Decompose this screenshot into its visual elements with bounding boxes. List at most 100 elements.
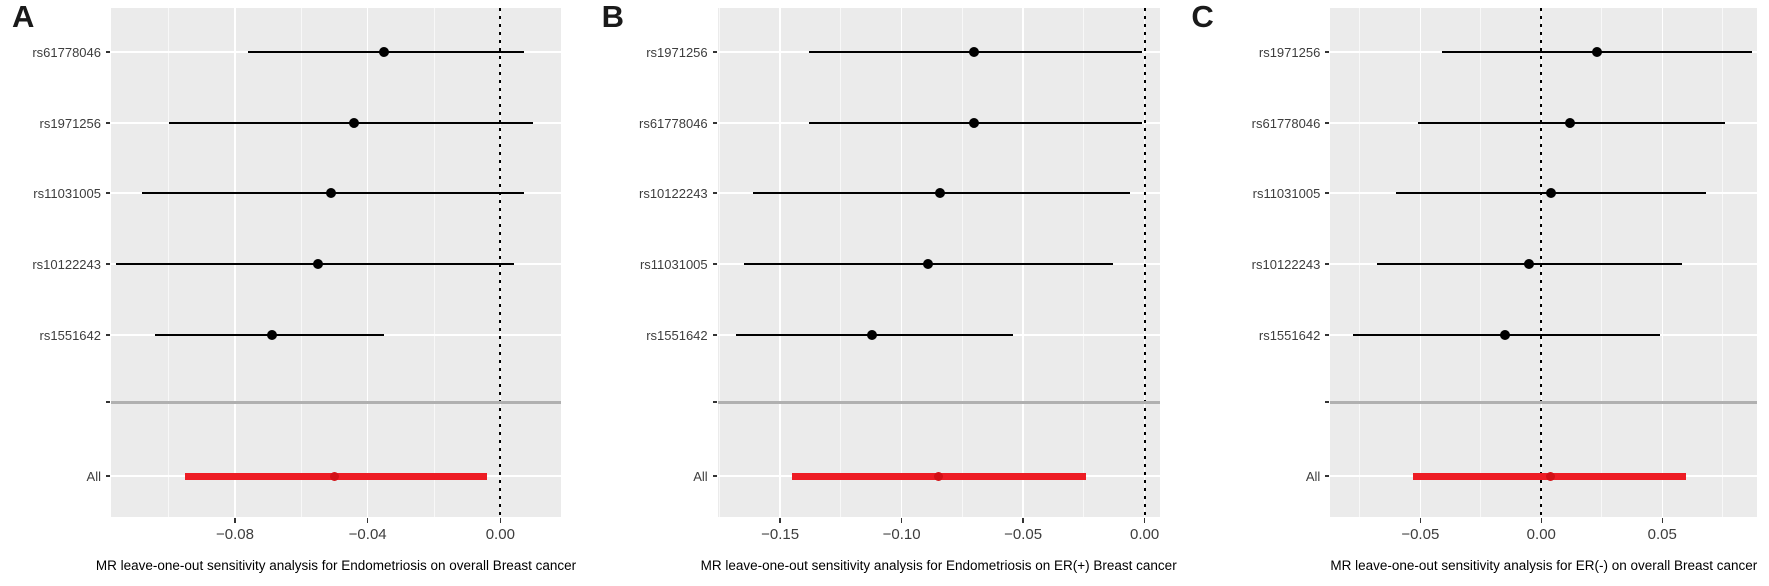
y-axis-tick [1325, 122, 1330, 124]
x-axis-tick [1022, 518, 1024, 523]
y-axis-tick [1325, 334, 1330, 336]
y-axis-tick [106, 122, 110, 124]
y-axis-tick [712, 51, 717, 53]
estimate-point [1591, 47, 1602, 57]
x-axis-tick-label: −0.05 [1004, 526, 1043, 543]
y-axis-label: rs10122243 [638, 185, 708, 201]
x-axis-tick-label: 0.00 [1129, 526, 1160, 543]
panel-letter: B [601, 0, 625, 34]
gridline-vertical-major [1661, 8, 1663, 517]
estimate-point [349, 118, 360, 128]
gridline-vertical-minor [1359, 8, 1361, 517]
x-axis-tick [1143, 518, 1146, 523]
y-axis-tick [712, 122, 717, 124]
y-axis-label: rs61778046 [1251, 115, 1321, 131]
y-axis-label: All [1305, 468, 1321, 484]
x-axis-tick [1540, 518, 1543, 523]
gridline-vertical-major [234, 8, 236, 517]
estimate-point [867, 330, 878, 340]
gridline-vertical-minor [168, 8, 170, 517]
x-axis-tick-label: −0.15 [761, 526, 800, 543]
y-axis-tick [106, 401, 110, 403]
y-axis-label: rs61778046 [638, 115, 708, 131]
y-axis-tick [712, 401, 717, 403]
y-axis-tick [712, 334, 717, 336]
gridline-vertical-minor [1083, 8, 1085, 517]
gridline-vertical-major [779, 8, 781, 517]
y-axis-tick [1325, 192, 1330, 194]
separator-line [111, 400, 561, 404]
x-axis-tick [900, 518, 903, 523]
x-axis-tick-label: −0.08 [216, 526, 254, 543]
gridline-vertical-minor [433, 8, 435, 517]
estimate-point [969, 118, 980, 128]
y-axis-label: rs1551642 [1258, 327, 1321, 343]
y-axis-tick [712, 263, 717, 265]
y-axis-tick [106, 51, 110, 53]
estimate-point [312, 259, 323, 269]
gridline-vertical-major [366, 8, 369, 517]
zero-reference-line [499, 8, 502, 517]
separator-line [1330, 400, 1758, 404]
plot-area [1330, 8, 1758, 517]
plot-area [111, 8, 561, 517]
all-estimate-point [330, 471, 339, 481]
x-axis-tick-label: −0.05 [1401, 526, 1440, 543]
x-axis-tick-label: −0.10 [882, 526, 921, 543]
x-axis-tick [366, 518, 369, 523]
gridline-vertical-minor [300, 8, 302, 517]
y-axis-label: rs11031005 [639, 256, 708, 272]
y-axis-label: rs61778046 [32, 44, 101, 60]
chart-caption: MR leave-one-out sensitivity analysis fo… [95, 558, 577, 573]
y-axis-label: rs1551642 [39, 327, 101, 343]
gridline-vertical-minor [1722, 8, 1724, 517]
estimate-point [969, 47, 980, 57]
zero-reference-line [1143, 8, 1146, 517]
estimate-point [1545, 188, 1556, 198]
x-axis-tick [779, 518, 781, 523]
gridline-vertical-minor [1480, 8, 1482, 517]
estimate-point [935, 188, 946, 198]
estimate-point [266, 330, 277, 340]
chart-caption: MR leave-one-out sensitivity analysis fo… [1330, 558, 1758, 573]
gridline-vertical-major [1419, 8, 1422, 517]
estimate-point [923, 259, 934, 269]
y-axis-label: rs11031005 [33, 185, 101, 201]
x-axis-tick-label: 0.00 [485, 526, 515, 543]
estimate-point [379, 47, 390, 57]
x-axis-tick-label: −0.04 [348, 526, 387, 543]
gridline-vertical-minor [840, 8, 842, 517]
panel-letter: A [12, 0, 35, 34]
all-estimate-point [933, 471, 943, 481]
estimate-point [1499, 330, 1510, 340]
panel-letter: C [1191, 0, 1214, 34]
x-axis-tick-label: 0.00 [1526, 526, 1556, 543]
y-axis-label: All [693, 468, 708, 484]
y-axis-tick [106, 475, 110, 477]
y-axis-label: rs1971256 [39, 115, 101, 131]
gridline-vertical-minor [961, 8, 963, 517]
x-axis-tick [499, 518, 502, 523]
x-axis-tick [1661, 518, 1663, 523]
y-axis-label: rs10122243 [32, 256, 101, 272]
y-axis-label: All [86, 468, 101, 484]
y-axis-tick [1325, 263, 1330, 265]
gridline-vertical-minor [718, 8, 720, 517]
y-axis-label: rs1551642 [646, 327, 708, 343]
y-axis-tick [106, 334, 110, 336]
x-axis-tick-label: 0.05 [1647, 526, 1677, 543]
estimate-point [1524, 259, 1535, 269]
x-axis-tick [234, 518, 236, 523]
y-axis-tick [106, 263, 110, 265]
gridline-vertical-major [900, 8, 903, 517]
estimate-point [326, 188, 337, 198]
y-axis-tick [106, 192, 110, 194]
gridline-vertical-major [1022, 8, 1024, 517]
y-axis-tick [1325, 401, 1330, 403]
y-axis-tick [712, 475, 717, 477]
gridline-vertical-minor [1601, 8, 1603, 517]
all-estimate-point [1546, 471, 1556, 481]
